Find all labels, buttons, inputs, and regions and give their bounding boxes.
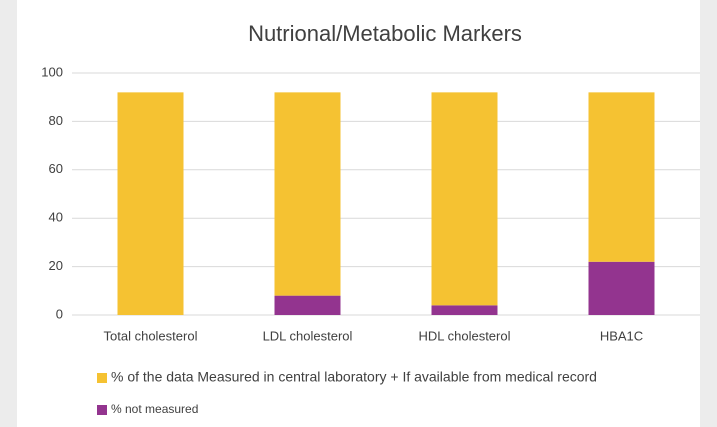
legend-label: % not measured bbox=[111, 402, 198, 416]
bar-segment bbox=[274, 295, 341, 315]
x-tick-label: Total cholesterol bbox=[104, 328, 198, 343]
chart-title: Nutrional/Metabolic Markers bbox=[248, 21, 522, 46]
bar-segment bbox=[588, 92, 655, 262]
x-tick-label: LDL cholesterol bbox=[263, 328, 353, 343]
bar-segment bbox=[117, 92, 184, 315]
bar-segment bbox=[588, 261, 655, 315]
legend-swatch bbox=[97, 373, 107, 383]
bar-segment bbox=[274, 92, 341, 296]
legend-swatch bbox=[97, 405, 107, 415]
y-tick-label: 60 bbox=[49, 161, 63, 176]
bar-segment bbox=[431, 305, 498, 315]
y-tick-label: 100 bbox=[41, 64, 63, 79]
legend-label: % of the data Measured in central labora… bbox=[111, 369, 597, 385]
y-tick-label: 0 bbox=[56, 306, 63, 321]
x-tick-label: HDL cholesterol bbox=[418, 328, 510, 343]
y-tick-label: 80 bbox=[49, 113, 63, 128]
y-tick-label: 40 bbox=[49, 210, 63, 225]
x-tick-label: HBA1C bbox=[600, 328, 643, 343]
bar-segment bbox=[431, 92, 498, 306]
y-tick-label: 20 bbox=[49, 258, 63, 273]
